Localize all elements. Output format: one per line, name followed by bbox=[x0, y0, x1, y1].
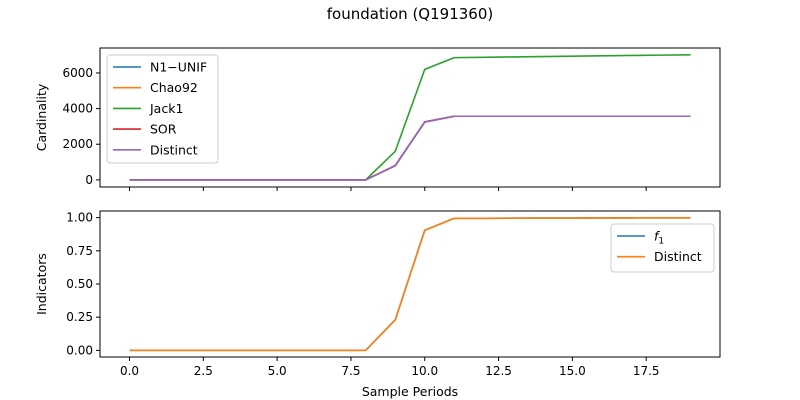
x-tick-label: 2.5 bbox=[194, 364, 213, 378]
y-tick-label: 0.25 bbox=[66, 310, 93, 324]
x-axis-label: Sample Periods bbox=[362, 384, 458, 399]
y-tick-label: 6000 bbox=[62, 66, 93, 80]
x-tick-label: 0.0 bbox=[120, 364, 139, 378]
y-tick-label: 0.50 bbox=[66, 277, 93, 291]
series-line-distinct bbox=[129, 216, 691, 352]
x-tick-label: 15.0 bbox=[559, 364, 586, 378]
legend-label: Distinct bbox=[150, 142, 198, 157]
legend-label: N1−UNIF bbox=[150, 60, 207, 75]
y-tick-label: 0.00 bbox=[66, 343, 93, 357]
figure-title: foundation (Q191360) bbox=[327, 5, 493, 23]
series-line-distinct bbox=[129, 115, 691, 181]
legend: N1−UNIF Chao92 Jack1 SOR Distinct bbox=[106, 54, 219, 164]
y-axis-label: Cardinality bbox=[34, 83, 49, 151]
series-line-f bbox=[129, 216, 691, 352]
legend-label: Jack1 bbox=[149, 101, 183, 116]
legend: f1 Distinct bbox=[610, 223, 715, 273]
legend-box bbox=[106, 54, 219, 164]
y-tick-label: 0 bbox=[85, 173, 93, 187]
y-tick-label: 0.75 bbox=[66, 244, 93, 258]
y-axis-label: Indicators bbox=[34, 253, 49, 315]
y-tick-label: 1.00 bbox=[66, 211, 93, 225]
x-tick-label: 17.5 bbox=[633, 364, 660, 378]
y-tick-label: 2000 bbox=[62, 137, 93, 151]
legend-label: Distinct bbox=[654, 249, 702, 264]
x-tick-label: 7.5 bbox=[341, 364, 360, 378]
legend-label: f1 bbox=[654, 229, 664, 247]
y-tick-label: 4000 bbox=[62, 102, 93, 116]
axes-frame bbox=[99, 47, 721, 188]
x-tick-label: 10.0 bbox=[411, 364, 438, 378]
x-tick-label: 5.0 bbox=[268, 364, 287, 378]
x-tick-label: 12.5 bbox=[485, 364, 512, 378]
legend-label: Chao92 bbox=[150, 80, 198, 95]
legend-label: SOR bbox=[150, 122, 177, 137]
indicators-panel: 0.00 0.25 0.50 0.75 1.00 0.0 2.5 5.0 7.5 10.0 12.5… bbox=[34, 210, 721, 399]
cardinality-panel: 0 2000 4000 6000 Cardinality N1−UNIF Chao92 Jac… bbox=[34, 47, 721, 191]
legend-box bbox=[610, 223, 715, 273]
